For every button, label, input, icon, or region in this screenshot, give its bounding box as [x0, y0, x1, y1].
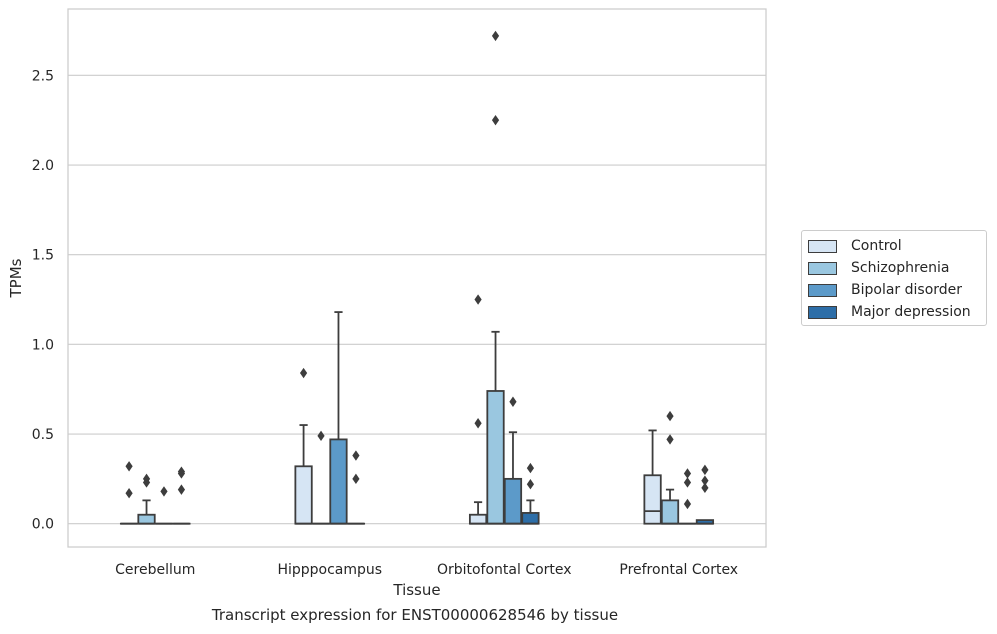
- outlier-point: [666, 410, 674, 422]
- y-tick-label: 2.0: [32, 158, 54, 174]
- y-axis-label: TPMs: [7, 258, 25, 298]
- box-body: [294, 465, 313, 525]
- legend-item-bipolar-disorder: Bipolar disorder: [808, 280, 962, 300]
- outlier-point: [683, 498, 692, 510]
- outlier-point: [701, 482, 709, 494]
- legend-label-control: Control: [851, 238, 902, 254]
- outlier-point: [177, 484, 186, 495]
- chart-caption: Transcript expression for ENST0000062854…: [211, 606, 619, 624]
- box-bipolar-disorder-cerebellum: [154, 486, 174, 525]
- outlier-point: [474, 294, 482, 305]
- y-tick-label: 1.0: [32, 337, 54, 353]
- box-major-depression-cerebellum: [172, 466, 191, 525]
- box-control-hipppocampus: [294, 367, 313, 525]
- outlier-point: [509, 396, 517, 407]
- x-tick-label: Cerebellum: [115, 562, 195, 578]
- series-bipolar-disorder: [154, 311, 697, 525]
- legend-item-schizophrenia: Schizophrenia: [808, 258, 949, 278]
- legend-swatch-bipolar-disorder: [808, 283, 837, 297]
- x-tick-label: Orbitofontal Cortex: [437, 562, 572, 578]
- outlier-point: [474, 418, 482, 429]
- box-major-depression-prefrontal-cortex: [695, 464, 715, 525]
- x-tick-label: Hipppocampus: [277, 562, 382, 578]
- box-bipolar-disorder-hipppocampus: [329, 311, 348, 525]
- outlier-point: [526, 479, 535, 490]
- outlier-point: [317, 430, 325, 442]
- box-schizophrenia-prefrontal-cortex: [660, 410, 680, 525]
- y-tick-label: 1.5: [32, 248, 54, 264]
- y-tick-label: 2.5: [32, 68, 54, 84]
- outlier-point: [352, 473, 360, 485]
- outlier-point: [683, 468, 692, 479]
- box-major-depression-orbitofontal-cortex: [521, 462, 540, 525]
- box-body: [503, 477, 523, 525]
- plot-frame: [67, 8, 767, 548]
- x-axis-label: Tissue: [392, 581, 440, 599]
- legend-swatch-major-depression: [808, 305, 837, 319]
- legend-label-bipolar-disorder: Bipolar disorder: [851, 282, 963, 298]
- legend-swatch-control: [808, 239, 837, 253]
- legend-swatch-schizophrenia: [808, 261, 837, 275]
- legend-item-major-depression: Major depression: [808, 302, 971, 322]
- series-schizophrenia: [137, 30, 680, 525]
- box-schizophrenia-orbitofontal-cortex: [486, 30, 505, 525]
- box-body: [486, 390, 505, 525]
- outlier-point: [701, 475, 709, 486]
- box-control-prefrontal-cortex: [643, 429, 662, 525]
- x-tick-label: Prefrontal Cortex: [619, 562, 738, 578]
- outlier-point: [177, 468, 186, 479]
- box-body: [660, 499, 680, 525]
- box-bipolar-disorder-orbitofontal-cortex: [503, 396, 523, 525]
- box-body: [137, 513, 156, 525]
- box-body: [521, 512, 540, 525]
- grid-lines: [68, 74, 766, 525]
- outlier-point: [666, 434, 674, 445]
- box-body: [468, 513, 488, 525]
- outlier-point: [352, 450, 360, 461]
- box-groups: [119, 30, 715, 525]
- box-schizophrenia-cerebellum: [137, 473, 156, 525]
- outlier-point: [125, 461, 133, 472]
- x-tick-labels: Cerebellum Hipppocampus Orbitofontal Corte…: [115, 562, 738, 578]
- y-tick-labels: 0.0 0.5 1.0 1.5 2.0 2.5: [32, 68, 54, 532]
- outlier-point: [491, 30, 500, 42]
- outlier-point: [491, 114, 500, 126]
- y-tick-label: 0.0: [32, 517, 54, 533]
- outlier-point: [526, 462, 535, 474]
- series-major-depression: [172, 450, 715, 525]
- outlier-point: [299, 367, 308, 379]
- outlier-point: [125, 488, 133, 499]
- box-body: [329, 438, 348, 525]
- series-control: [119, 294, 662, 525]
- legend-item-control: Control: [808, 236, 902, 256]
- box-control-orbitofontal-cortex: [468, 294, 488, 525]
- legend-label-major-depression: Major depression: [851, 304, 971, 320]
- outlier-point: [160, 486, 168, 497]
- outlier-point: [142, 477, 151, 488]
- y-tick-label: 0.5: [32, 427, 54, 443]
- box-body: [643, 474, 662, 525]
- box-schizophrenia-hipppocampus: [311, 430, 331, 525]
- box-major-depression-hipppocampus: [346, 450, 366, 525]
- outlier-point: [701, 464, 709, 476]
- legend-label-schizophrenia: Schizophrenia: [851, 260, 950, 276]
- box-bipolar-disorder-prefrontal-cortex: [678, 468, 697, 525]
- box-control-cerebellum: [119, 461, 139, 525]
- legend: Control Schizophrenia Bipolar disorder M…: [801, 230, 987, 326]
- outlier-point: [683, 477, 692, 488]
